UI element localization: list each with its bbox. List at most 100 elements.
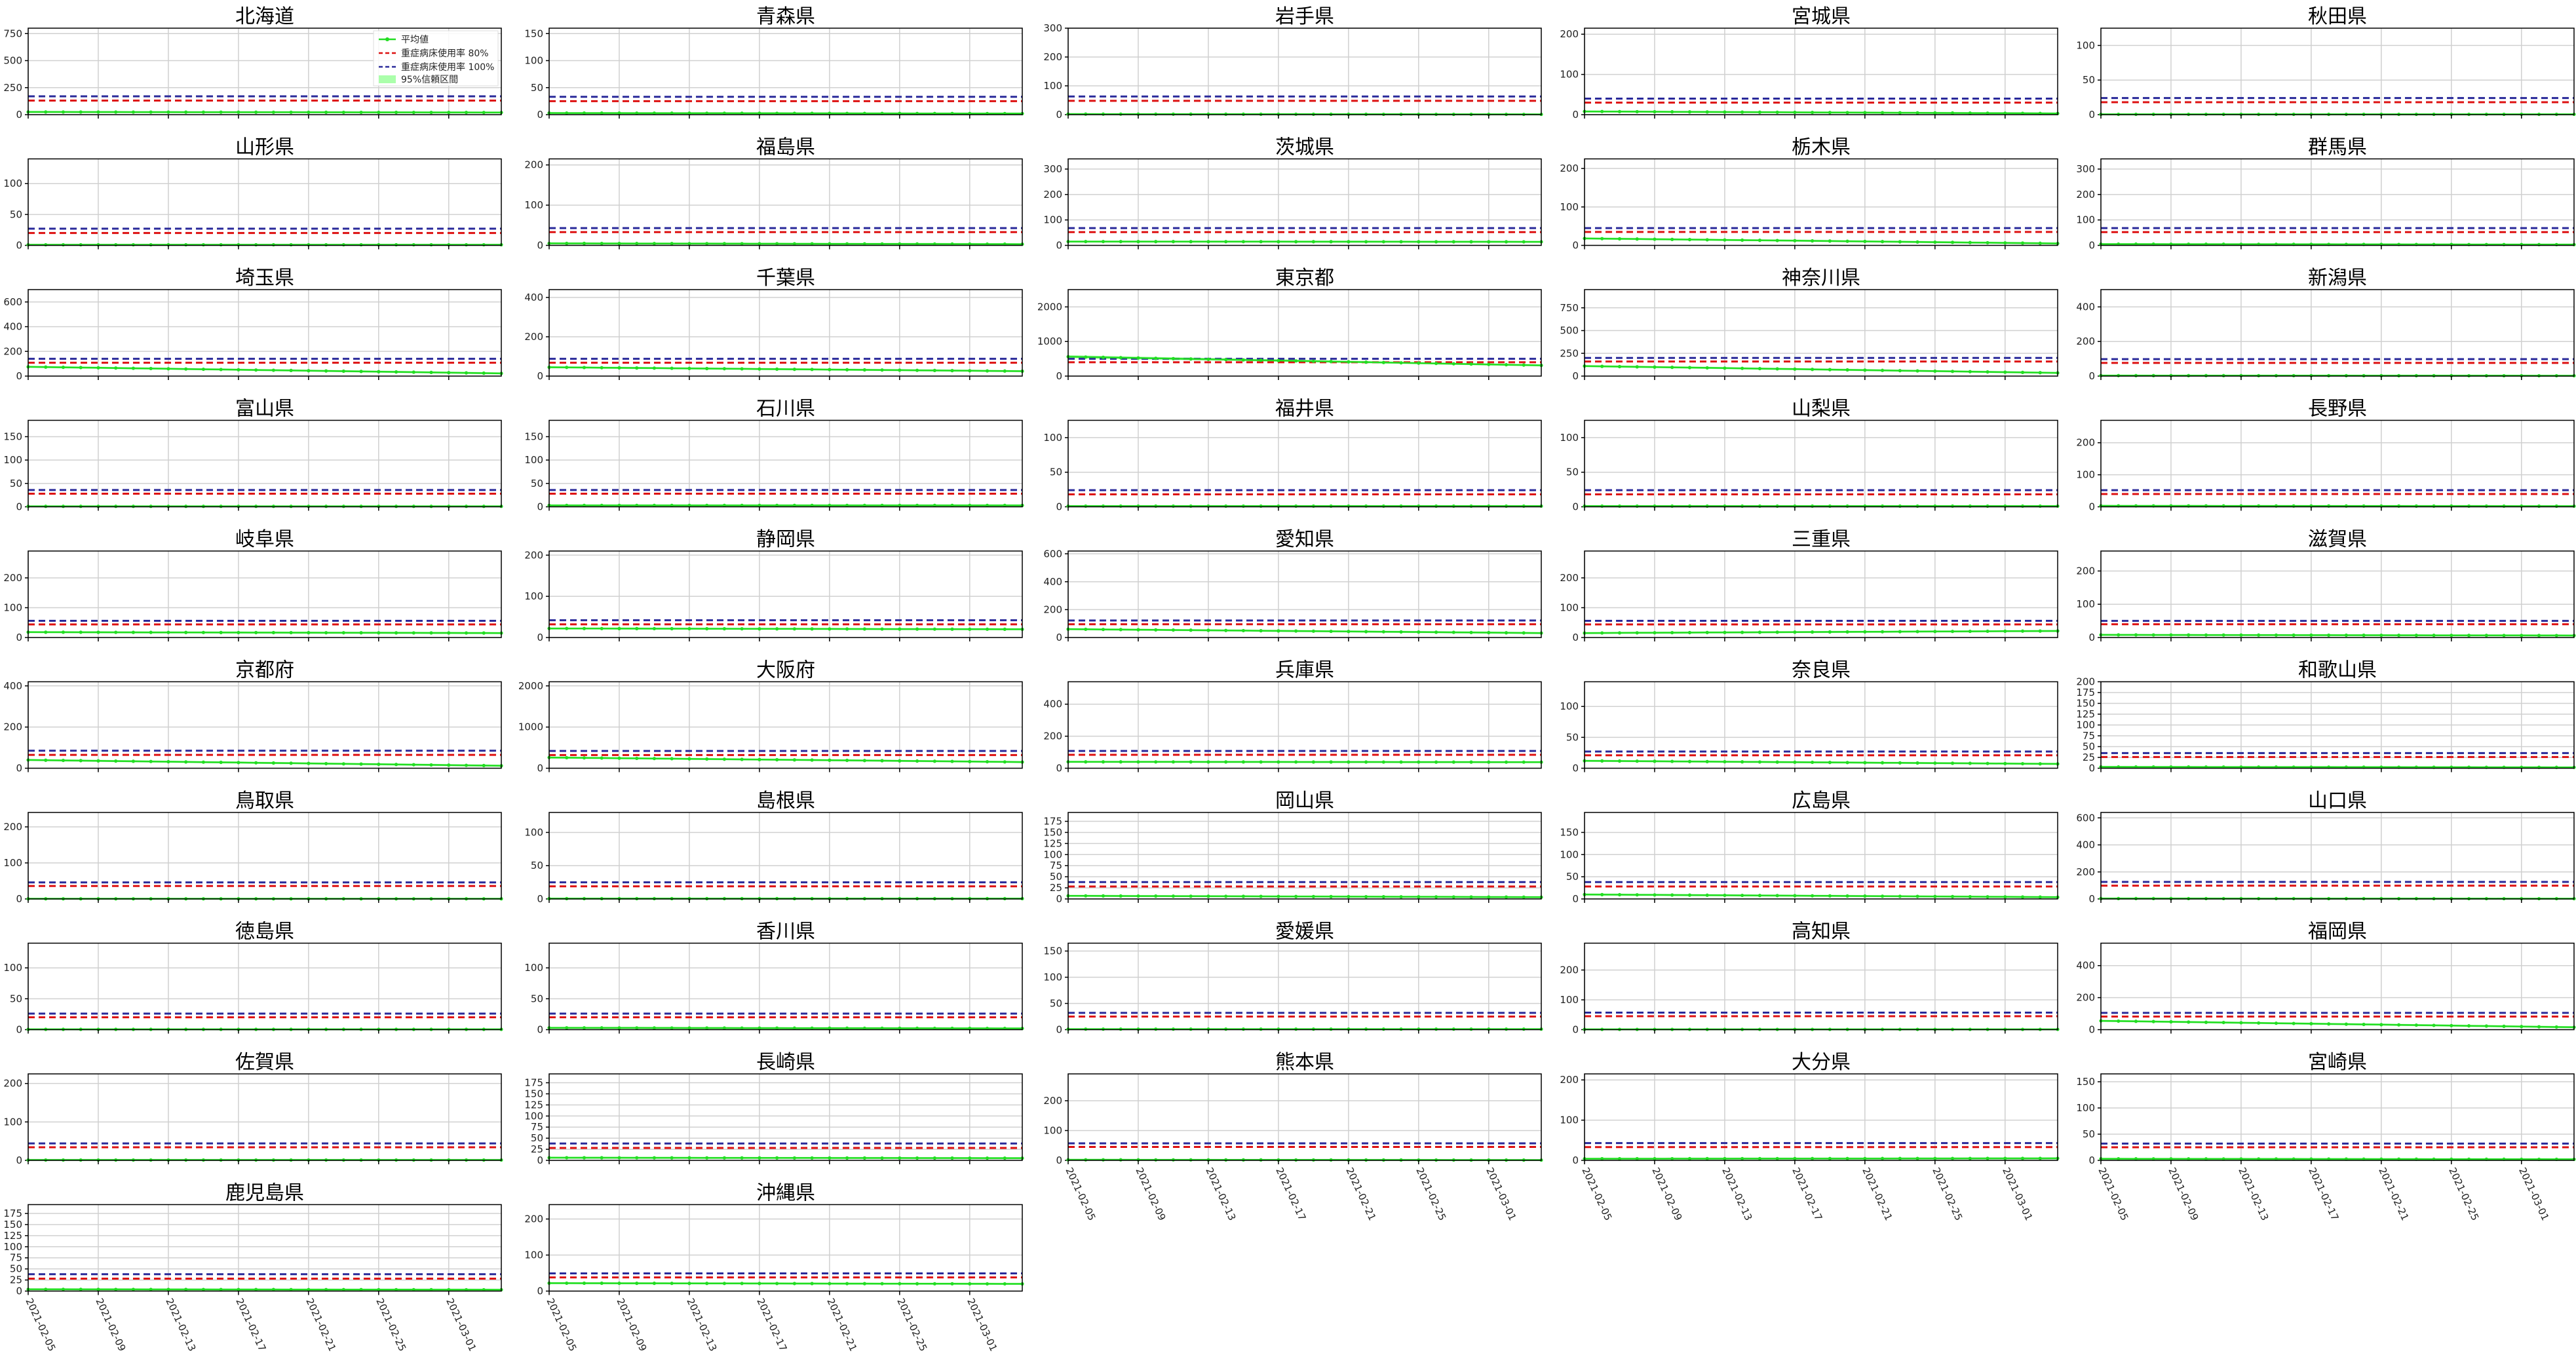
mean-point (582, 111, 586, 115)
mean-point (96, 759, 100, 763)
y-tick-label: 0 (1056, 632, 1062, 643)
panel-栃木県: 栃木県 0 100 200 (1560, 136, 2060, 252)
mean-point (1171, 628, 1176, 632)
mean-point (932, 1026, 936, 1031)
mean-point (565, 503, 569, 507)
mean-point (1950, 894, 1955, 898)
mean-point (775, 1156, 779, 1160)
mean-point (2117, 1157, 2121, 1161)
mean-point (775, 757, 779, 762)
x-tick-label: 2021-02-17 (754, 1297, 789, 1353)
mean-point (429, 1287, 433, 1291)
axes-frame (1067, 158, 1542, 246)
panel-岩手県: 岩手県 0 100 200 300 (1043, 5, 1543, 121)
panel-title: 佐賀県 (235, 1051, 294, 1074)
mean-point (652, 1282, 657, 1286)
mean-point (792, 368, 796, 372)
mean-point (1171, 504, 1176, 508)
mean-point (862, 1156, 866, 1160)
y-tick-label: 0 (1572, 632, 1579, 643)
y-tick-label: 2000 (518, 680, 543, 692)
mean-point (289, 1287, 293, 1291)
mean-point (1399, 760, 1403, 764)
y-tick-label: 0 (1056, 1154, 1062, 1166)
mean-point (1880, 504, 1885, 508)
mean-point (722, 1026, 727, 1030)
y-tick-label: 0 (1056, 1024, 1062, 1036)
mean-point (2169, 1157, 2173, 1161)
mean-point (1417, 240, 1421, 244)
y-tick-label: 0 (16, 1024, 22, 1036)
axes-frame (28, 812, 502, 900)
mean-line (1067, 356, 1542, 366)
mean-point (1617, 1156, 1622, 1161)
panel-title: 静岡県 (756, 528, 815, 551)
mean-point (1294, 894, 1298, 898)
y-tick-label: 200 (2076, 335, 2095, 347)
mean-point (1399, 504, 1403, 508)
mean-point (722, 111, 727, 115)
mean-point (1294, 1027, 1298, 1031)
mean-point (705, 1282, 709, 1286)
mean-point (1723, 366, 1727, 370)
mean-line (1584, 110, 2058, 115)
mean-point (915, 759, 919, 763)
mean-point (2020, 370, 2025, 374)
mean-point (915, 627, 919, 631)
y-tick-label: 0 (16, 240, 22, 252)
mean-point (600, 241, 604, 246)
mean-point (447, 371, 451, 375)
mean-point (985, 759, 990, 764)
mean-point (394, 370, 398, 374)
mean-point (1653, 893, 1657, 897)
mean-point (792, 503, 796, 507)
mean-point (1347, 360, 1351, 364)
mean-point (1828, 111, 1832, 115)
mean-point (1758, 504, 1762, 508)
mean-point (2038, 629, 2042, 633)
mean-point (705, 242, 709, 246)
mean-point (1311, 1027, 1315, 1031)
mean-point (722, 367, 727, 371)
mean-point (1277, 240, 1280, 244)
mean-point (1986, 504, 1990, 508)
y-tick-label: 0 (1572, 1024, 1579, 1036)
axes-frame (1067, 812, 1542, 900)
mean-point (2187, 1020, 2191, 1024)
mean-point (1417, 760, 1421, 764)
mean-point (131, 630, 136, 634)
mean-point (1084, 1027, 1088, 1031)
mean-point (582, 366, 586, 370)
y-tick-label: 50 (1566, 731, 1579, 743)
y-tick-label: 100 (524, 826, 543, 838)
mean-point (1740, 1156, 1744, 1160)
panel-秋田県: 秋田県 0 50 100 (2076, 5, 2576, 121)
mean-point (1522, 631, 1526, 635)
y-tick-label: 250 (3, 82, 22, 94)
axes-frame (2100, 289, 2575, 377)
mean-point (254, 630, 258, 635)
mean-point (1670, 366, 1674, 370)
mean-point (1277, 358, 1280, 362)
y-tick-label: 100 (524, 454, 543, 466)
mean-point (968, 627, 972, 631)
mean-point (898, 368, 902, 372)
y-tick-label: 0 (537, 1024, 543, 1036)
mean-point (1364, 1027, 1368, 1031)
y-tick-label: 1000 (518, 721, 543, 733)
panel-高知県: 高知県 0 100 200 (1560, 921, 2060, 1036)
mean-point (722, 627, 727, 631)
mean-point (1119, 1158, 1123, 1162)
mean-point (810, 503, 814, 507)
panel-title: 熊本県 (1275, 1051, 1334, 1074)
mean-point (1758, 630, 1762, 634)
mean-point (2239, 633, 2243, 637)
mean-point (79, 366, 83, 370)
mean-point (1294, 629, 1298, 633)
mean-point (2003, 370, 2007, 374)
mean-point (617, 1156, 621, 1160)
mean-point (985, 1156, 990, 1160)
mean-point (950, 1156, 954, 1160)
mean-point (1968, 240, 1972, 244)
y-tick-label: 0 (537, 1154, 543, 1166)
